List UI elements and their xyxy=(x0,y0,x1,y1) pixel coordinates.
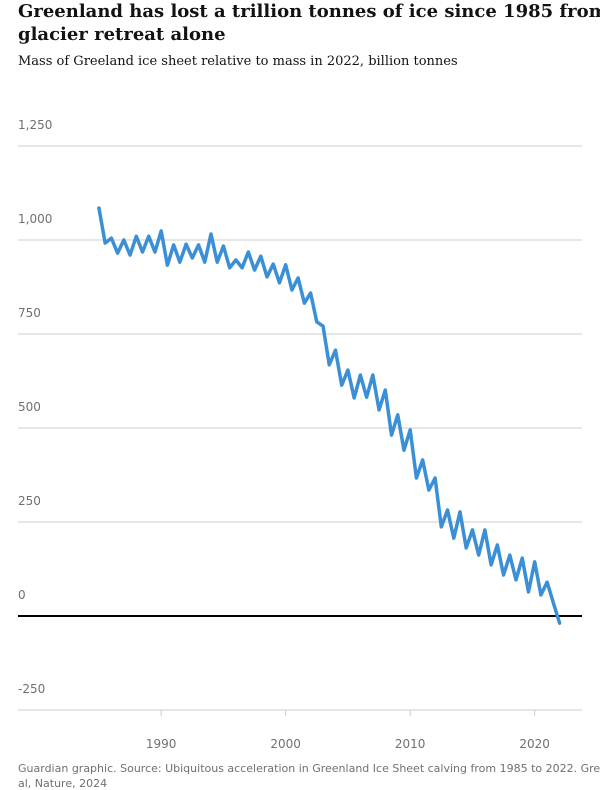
y-tick-label: 500 xyxy=(18,400,41,414)
chart-subtitle: Mass of Greeland ice sheet relative to m… xyxy=(18,54,458,69)
chart-title: glacier retreat alone xyxy=(18,24,226,45)
source: Guardian graphic. Source: Ubiquitous acc… xyxy=(18,762,600,775)
x-tick-label: 2010 xyxy=(395,737,426,751)
chart-title: Greenland has lost a trillion tonnes of … xyxy=(18,1,600,22)
y-tick-label: -250 xyxy=(18,682,45,696)
y-tick-label: 250 xyxy=(18,494,41,508)
x-tick-label: 2000 xyxy=(270,737,301,751)
y-tick-label: 750 xyxy=(18,306,41,320)
source: al, Nature, 2024 xyxy=(18,777,107,790)
y-tick-label: 1,000 xyxy=(18,212,52,226)
y-tick-label: 1,250 xyxy=(18,118,52,132)
x-tick-label: 2020 xyxy=(519,737,550,751)
data-line xyxy=(97,206,562,625)
y-tick-label: 0 xyxy=(18,588,26,602)
x-tick-label: 1990 xyxy=(146,737,177,751)
